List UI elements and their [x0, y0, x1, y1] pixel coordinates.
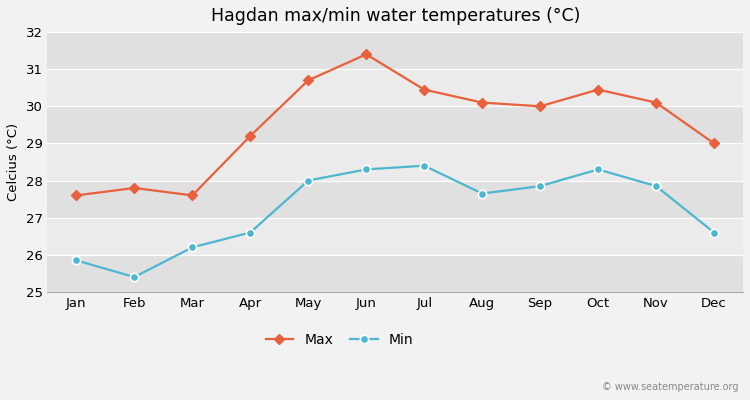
Legend: Max, Min: Max, Min: [260, 328, 419, 352]
Bar: [47, 255, 743, 292]
Text: © www.seatemperature.org: © www.seatemperature.org: [602, 382, 739, 392]
Title: Hagdan max/min water temperatures (°C): Hagdan max/min water temperatures (°C): [211, 7, 580, 25]
Bar: [47, 180, 743, 218]
Bar: [47, 144, 743, 180]
Bar: [47, 32, 743, 69]
Bar: [47, 69, 743, 106]
Y-axis label: Celcius (°C): Celcius (°C): [7, 123, 20, 201]
Bar: [47, 218, 743, 255]
Bar: [47, 106, 743, 144]
